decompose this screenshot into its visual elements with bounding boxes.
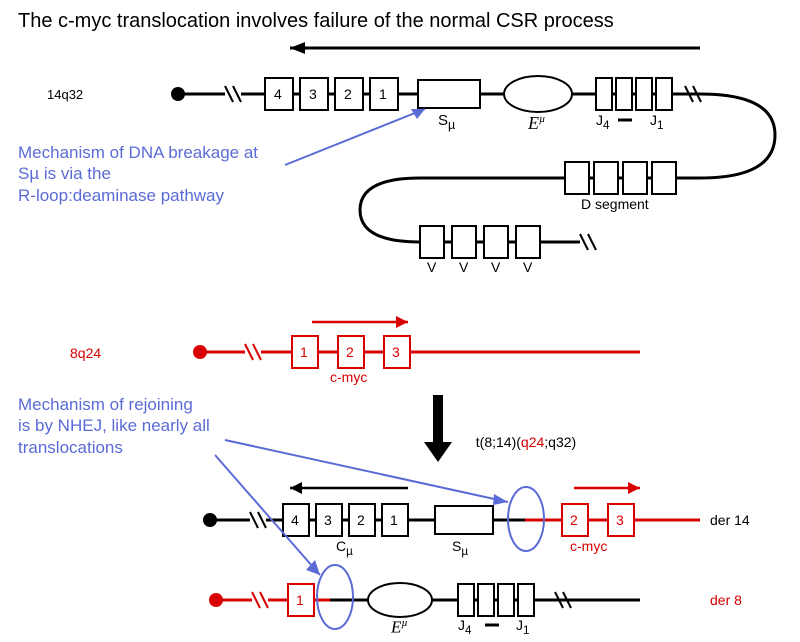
der14-ex3: 3 [616, 512, 624, 528]
v-label-3: V [491, 259, 500, 275]
cmyc-ex2: 2 [346, 344, 354, 360]
cmyc-label: c-myc [330, 369, 367, 385]
box-2: 2 [344, 86, 352, 102]
der14-ex2: 2 [570, 512, 578, 528]
cmyc-ex3: 3 [392, 344, 400, 360]
v-label-1: V [427, 259, 436, 275]
der14-b3: 3 [324, 512, 332, 528]
emu-label: Eµ [528, 113, 545, 134]
v-label-2: V [459, 259, 468, 275]
j4-label: J4 [596, 112, 609, 132]
v-label-4: V [523, 259, 532, 275]
box-1: 1 [379, 86, 387, 102]
j1-label-2: J1 [516, 617, 529, 637]
der8-label: der 8 [710, 592, 742, 608]
box-3: 3 [309, 86, 317, 102]
der14-label: der 14 [710, 512, 750, 528]
translocation-label: t(8;14)(q24;q32) [468, 418, 576, 450]
box-4: 4 [274, 86, 282, 102]
smu-label: Sµ [438, 112, 455, 132]
der14-b4: 4 [291, 512, 299, 528]
der8-ex1: 1 [296, 592, 304, 608]
smu-label-2: Sµ [452, 538, 468, 558]
j4-label-2: J4 [458, 617, 471, 637]
emu-label-2: Eµ [391, 617, 408, 638]
der14-b2: 2 [357, 512, 365, 528]
diagram-svg [0, 0, 800, 642]
der14-b1: 1 [390, 512, 398, 528]
cmu-label: Cµ [336, 538, 353, 558]
cmyc-label-2: c-myc [570, 538, 607, 554]
d-segment-label: D segment [581, 196, 649, 212]
j1-label: J1 [650, 112, 663, 132]
cmyc-ex1: 1 [300, 344, 308, 360]
